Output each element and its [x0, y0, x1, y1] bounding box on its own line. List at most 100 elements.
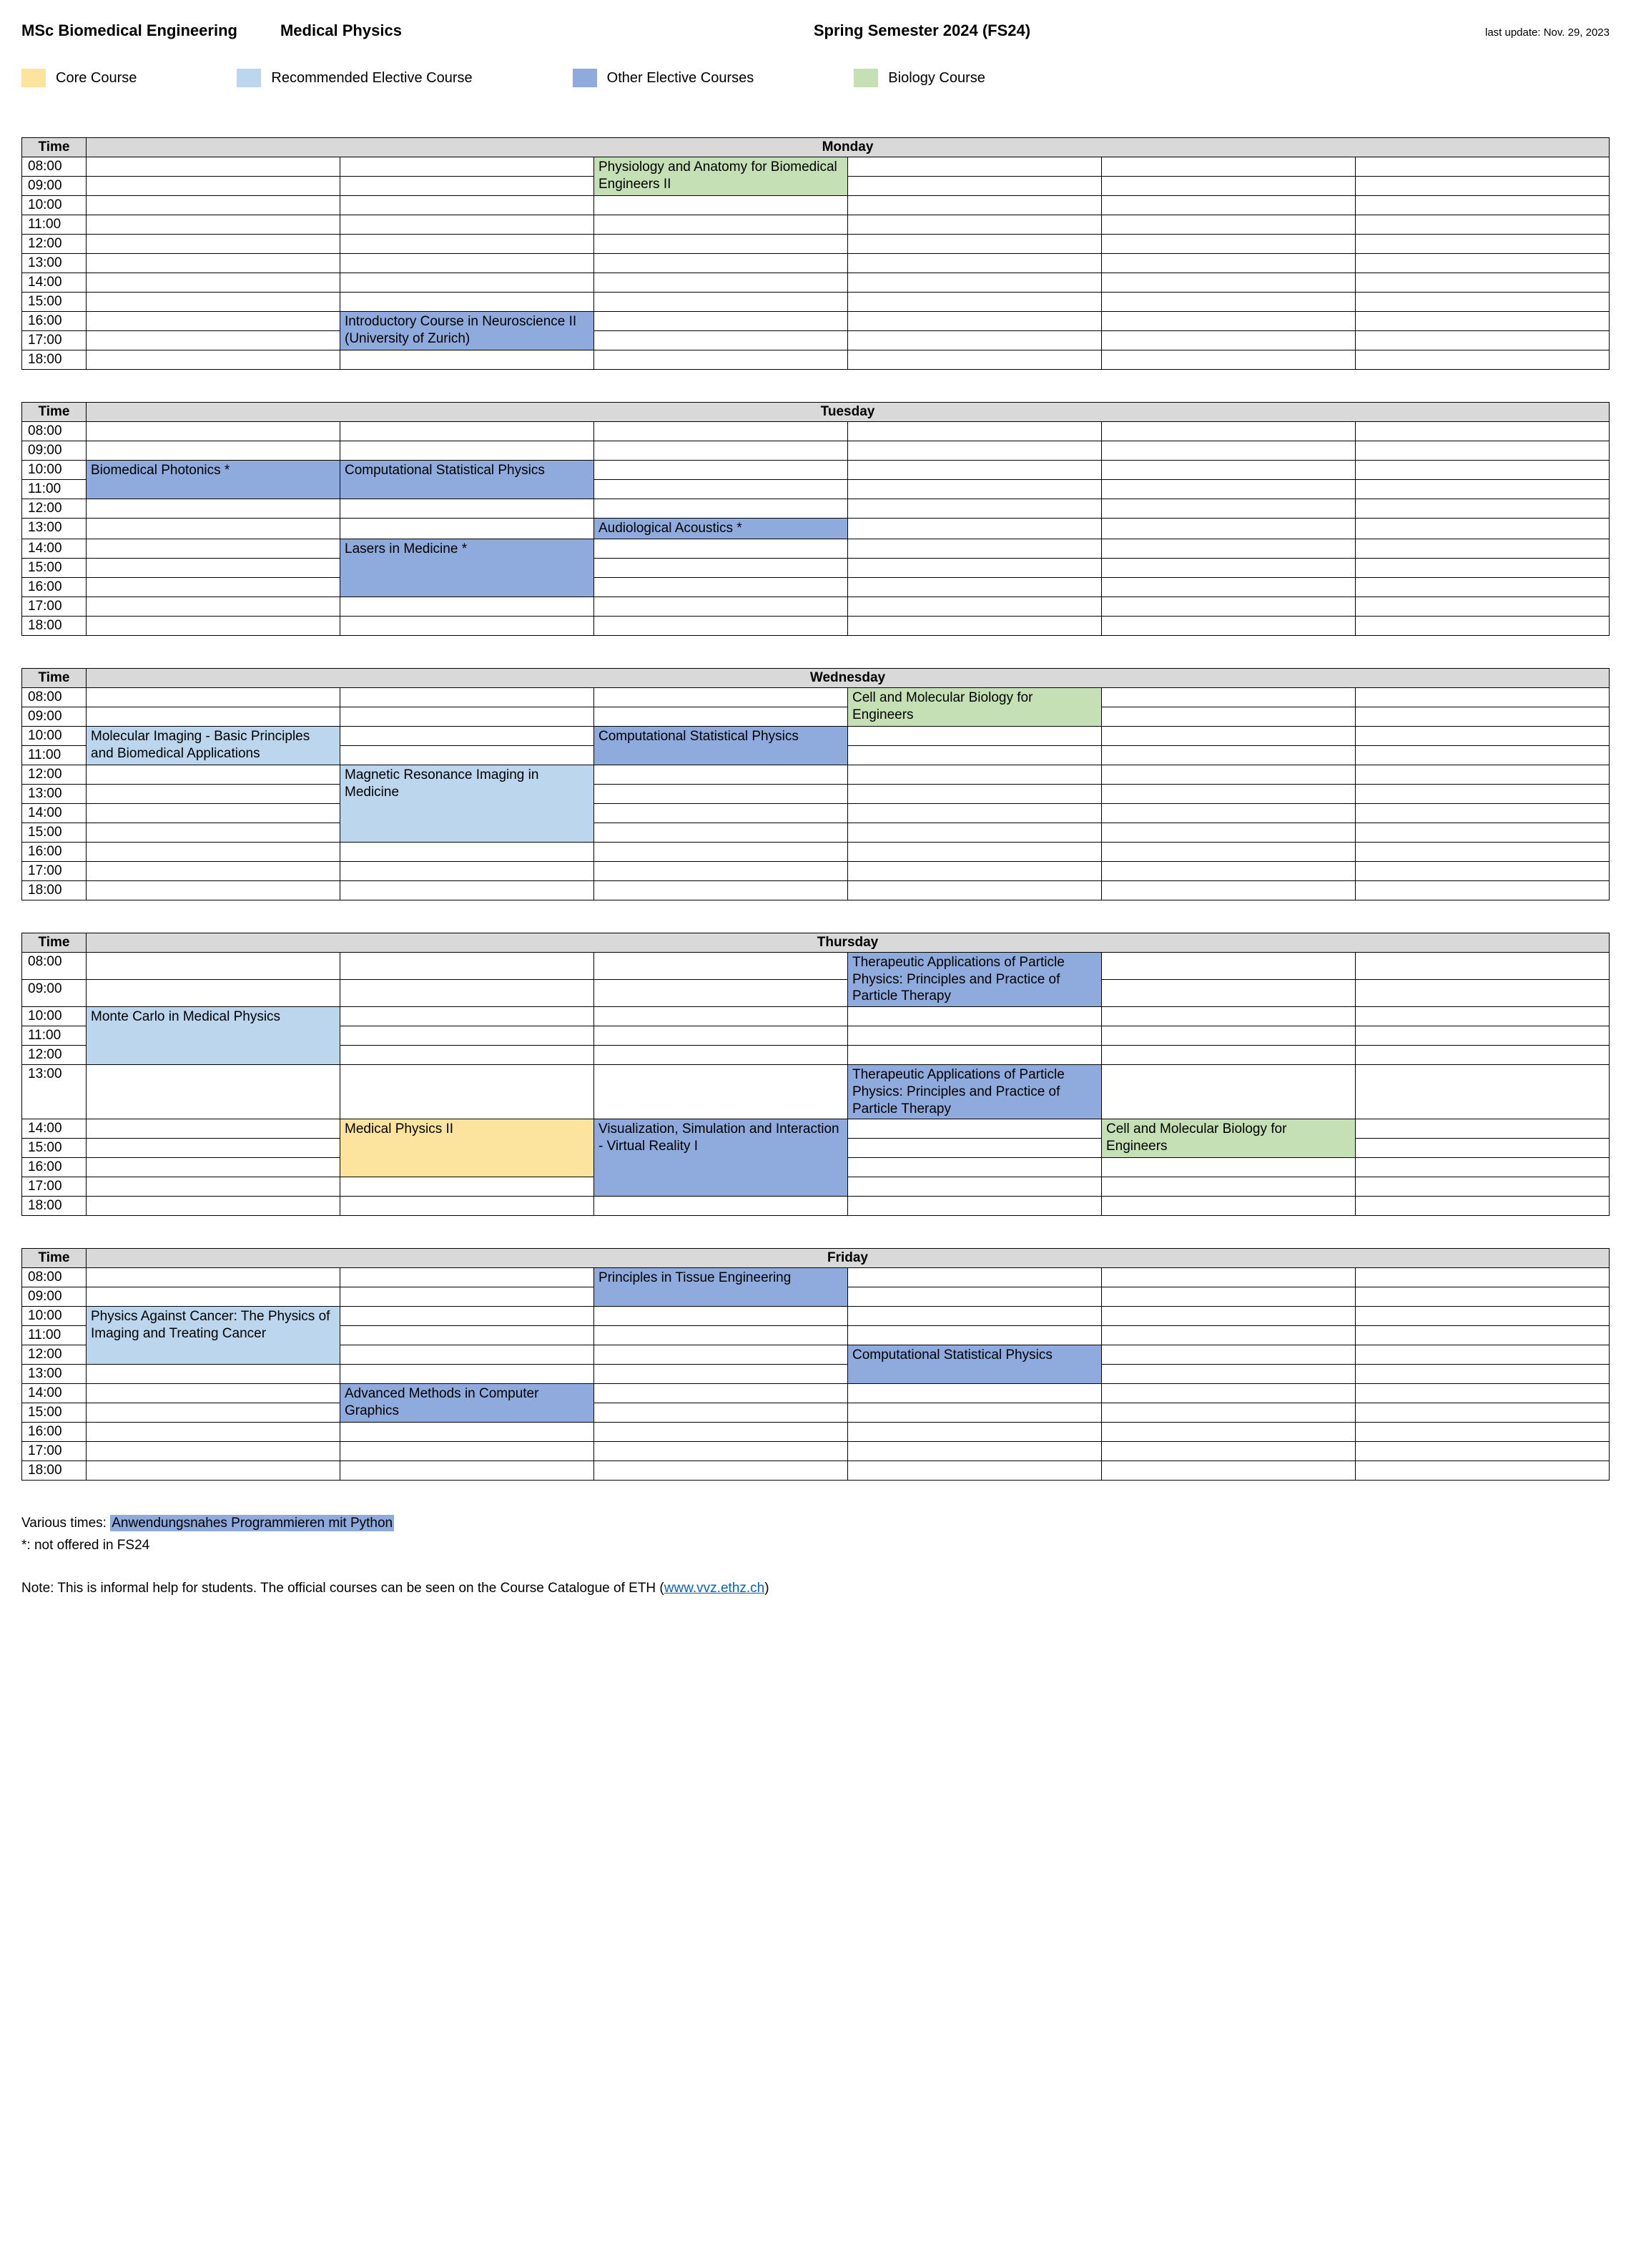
empty-cell [340, 196, 594, 215]
empty-cell [1356, 952, 1610, 979]
time-cell: 08:00 [22, 157, 87, 177]
time-cell: 15:00 [22, 1139, 87, 1158]
table-row: 15:00 [22, 293, 1610, 312]
day-table: TimeMonday08:00Physiology and Anatomy fo… [21, 137, 1610, 370]
empty-cell [1102, 1007, 1356, 1026]
empty-cell [1102, 687, 1356, 707]
day-header: Friday [87, 1249, 1610, 1268]
empty-cell [1102, 1307, 1356, 1326]
time-cell: 14:00 [22, 273, 87, 293]
empty-cell [848, 1442, 1102, 1461]
empty-cell [848, 441, 1102, 461]
empty-cell [87, 539, 340, 558]
time-cell: 18:00 [22, 1461, 87, 1481]
note-suffix: ) [764, 1581, 769, 1596]
empty-cell [1102, 1384, 1356, 1403]
time-cell: 13:00 [22, 1365, 87, 1384]
empty-cell [594, 577, 848, 597]
day-header: Tuesday [87, 403, 1610, 422]
time-cell: 15:00 [22, 1403, 87, 1423]
time-cell: 18:00 [22, 1197, 87, 1216]
legend-swatch [854, 69, 878, 87]
empty-cell [848, 1026, 1102, 1046]
empty-cell [87, 842, 340, 861]
empty-cell [1356, 1026, 1610, 1046]
empty-cell [87, 254, 340, 273]
empty-cell [87, 422, 340, 441]
empty-cell [1102, 1442, 1356, 1461]
empty-cell [87, 1065, 340, 1119]
empty-cell [594, 861, 848, 880]
table-row: 17:00 [22, 861, 1610, 880]
empty-cell [87, 350, 340, 370]
empty-cell [848, 312, 1102, 331]
empty-cell [1102, 177, 1356, 196]
empty-cell [1356, 1307, 1610, 1326]
empty-cell [594, 196, 848, 215]
legend-item: Other Elective Courses [573, 69, 754, 87]
empty-cell [1102, 880, 1356, 900]
empty-cell [87, 1287, 340, 1307]
time-cell: 09:00 [22, 707, 87, 726]
empty-cell [1102, 273, 1356, 293]
empty-cell [1356, 331, 1610, 350]
time-cell: 14:00 [22, 539, 87, 558]
empty-cell [340, 293, 594, 312]
empty-cell [1102, 1065, 1356, 1119]
empty-cell [87, 952, 340, 979]
empty-cell [340, 441, 594, 461]
time-cell: 16:00 [22, 842, 87, 861]
empty-cell [848, 1461, 1102, 1481]
empty-cell [848, 577, 1102, 597]
empty-cell [1102, 745, 1356, 765]
empty-cell [848, 461, 1102, 480]
empty-cell [1356, 273, 1610, 293]
empty-cell [87, 273, 340, 293]
course-cell: Computational Statistical Physics [848, 1345, 1102, 1384]
time-header: Time [22, 403, 87, 422]
empty-cell [87, 1268, 340, 1287]
empty-cell [87, 1139, 340, 1158]
empty-cell [1356, 539, 1610, 558]
table-row: 10:00 [22, 196, 1610, 215]
empty-cell [1102, 979, 1356, 1006]
empty-cell [848, 196, 1102, 215]
footer-notes: Various times: Anwendungsnahes Programmi… [21, 1513, 1610, 1600]
empty-cell [340, 235, 594, 254]
time-cell: 11:00 [22, 1326, 87, 1345]
empty-cell [848, 1403, 1102, 1423]
schedule-tables: TimeMonday08:00Physiology and Anatomy fo… [21, 137, 1610, 1481]
empty-cell [340, 1007, 594, 1026]
legend-label: Other Elective Courses [607, 70, 754, 87]
empty-cell [1356, 177, 1610, 196]
empty-cell [848, 519, 1102, 539]
empty-cell [1356, 461, 1610, 480]
empty-cell [848, 784, 1102, 803]
catalogue-link[interactable]: www.vvz.ethz.ch [664, 1581, 764, 1596]
empty-cell [87, 1403, 340, 1423]
empty-cell [848, 215, 1102, 235]
empty-cell [87, 293, 340, 312]
time-cell: 16:00 [22, 1158, 87, 1177]
empty-cell [1356, 765, 1610, 784]
table-row: 18:00 [22, 350, 1610, 370]
empty-cell [1356, 861, 1610, 880]
empty-cell [1102, 1026, 1356, 1046]
table-row: 16:00 [22, 1423, 1610, 1442]
empty-cell [848, 1119, 1102, 1139]
time-cell: 13:00 [22, 519, 87, 539]
empty-cell [848, 1177, 1102, 1197]
course-cell: Molecular Imaging - Basic Principles and… [87, 726, 340, 765]
table-row: 12:00 [22, 235, 1610, 254]
empty-cell [1356, 1046, 1610, 1065]
empty-cell [594, 235, 848, 254]
time-cell: 18:00 [22, 880, 87, 900]
empty-cell [87, 880, 340, 900]
empty-cell [1102, 1158, 1356, 1177]
time-header: Time [22, 933, 87, 952]
empty-cell [1102, 1403, 1356, 1423]
table-row: 08:00Physiology and Anatomy for Biomedic… [22, 157, 1610, 177]
table-row: 17:00 [22, 331, 1610, 350]
empty-cell [1356, 254, 1610, 273]
empty-cell [594, 823, 848, 842]
